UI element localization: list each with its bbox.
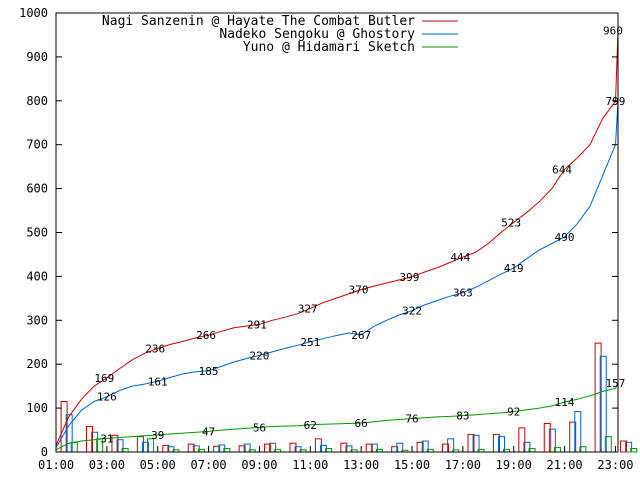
data-label: 83	[456, 410, 469, 423]
x-tick-label: 09:00	[241, 458, 277, 472]
data-label: 66	[355, 417, 368, 430]
data-label: 799	[606, 95, 626, 108]
data-label: 322	[402, 305, 422, 318]
data-label: 56	[253, 421, 266, 434]
data-label: 169	[94, 372, 114, 385]
data-label: 327	[298, 302, 318, 315]
data-label: 62	[304, 419, 317, 432]
x-tick-label: 03:00	[89, 458, 125, 472]
data-label: 266	[196, 329, 216, 342]
x-tick-label: 23:00	[597, 458, 633, 472]
y-tick-label: 800	[26, 94, 48, 108]
data-label: 76	[405, 413, 418, 426]
x-tick-label: 17:00	[445, 458, 481, 472]
data-label: 31	[100, 432, 113, 445]
x-tick-label: 07:00	[191, 458, 227, 472]
y-tick-label: 900	[26, 50, 48, 64]
legend-label: Nagi Sanzenin @ Hayate The Combat Butler	[102, 14, 415, 29]
cumulative-line	[55, 382, 619, 451]
data-label: 444	[450, 251, 470, 264]
x-tick-label: 11:00	[292, 458, 328, 472]
data-label: 39	[151, 429, 164, 442]
data-label: 523	[501, 216, 521, 229]
data-label: 251	[300, 336, 320, 349]
data-label: 161	[148, 375, 168, 388]
point-labels: 169 236 266 291 327 370 399 444 523 644 960 126 161 1…	[94, 25, 625, 446]
plot-frame	[55, 12, 619, 453]
y-tick-label: 1000	[19, 6, 48, 20]
data-label: 185	[199, 365, 219, 378]
y-tick-label: 0	[41, 445, 48, 459]
data-label: 399	[400, 271, 420, 284]
legend-label: Yuno @ Hidamari Sketch	[243, 40, 415, 55]
legend-label: Nadeko Sengoku @ Ghostory	[219, 27, 415, 42]
data-label: 370	[349, 284, 369, 297]
hourly-bar	[625, 441, 633, 453]
data-label: 236	[145, 342, 165, 355]
cumulative-line	[55, 101, 619, 448]
data-label: 419	[504, 262, 524, 275]
y-tick-label: 300	[26, 313, 48, 327]
cumulative-line	[55, 30, 619, 446]
data-label: 157	[606, 377, 626, 390]
x-tick-label: 21:00	[547, 458, 583, 472]
data-label: 490	[555, 231, 575, 244]
y-tick-label: 500	[26, 226, 48, 240]
y-tick-label: 100	[26, 401, 48, 415]
x-tick-label: 15:00	[394, 458, 430, 472]
y-tick-label: 400	[26, 269, 48, 283]
data-label: 47	[202, 425, 215, 438]
data-label: 960	[603, 25, 623, 38]
data-label: 92	[507, 406, 520, 419]
data-label: 644	[552, 163, 572, 176]
y-tick-label: 700	[26, 138, 48, 152]
legend: Nagi Sanzenin @ Hayate The Combat Butler…	[102, 14, 458, 55]
y-tick-label: 200	[26, 357, 48, 371]
hourly-bar	[620, 440, 628, 453]
x-tick-label: 01:00	[38, 458, 74, 472]
y-tick-label: 600	[26, 182, 48, 196]
data-label: 291	[247, 318, 267, 331]
data-label: 363	[453, 287, 473, 300]
data-label: 267	[351, 329, 371, 342]
x-tick-label: 05:00	[140, 458, 176, 472]
data-label: 126	[97, 391, 117, 404]
data-label: 114	[555, 396, 575, 409]
x-tick-label: 13:00	[343, 458, 379, 472]
x-tick-label: 19:00	[496, 458, 532, 472]
cumulative-lines	[55, 30, 619, 451]
data-label: 220	[250, 349, 270, 362]
axes: 0 100 200 300 400 500 600 700 800 900 1000 01:00 03:…	[19, 6, 633, 472]
hourly-bar	[630, 447, 638, 453]
